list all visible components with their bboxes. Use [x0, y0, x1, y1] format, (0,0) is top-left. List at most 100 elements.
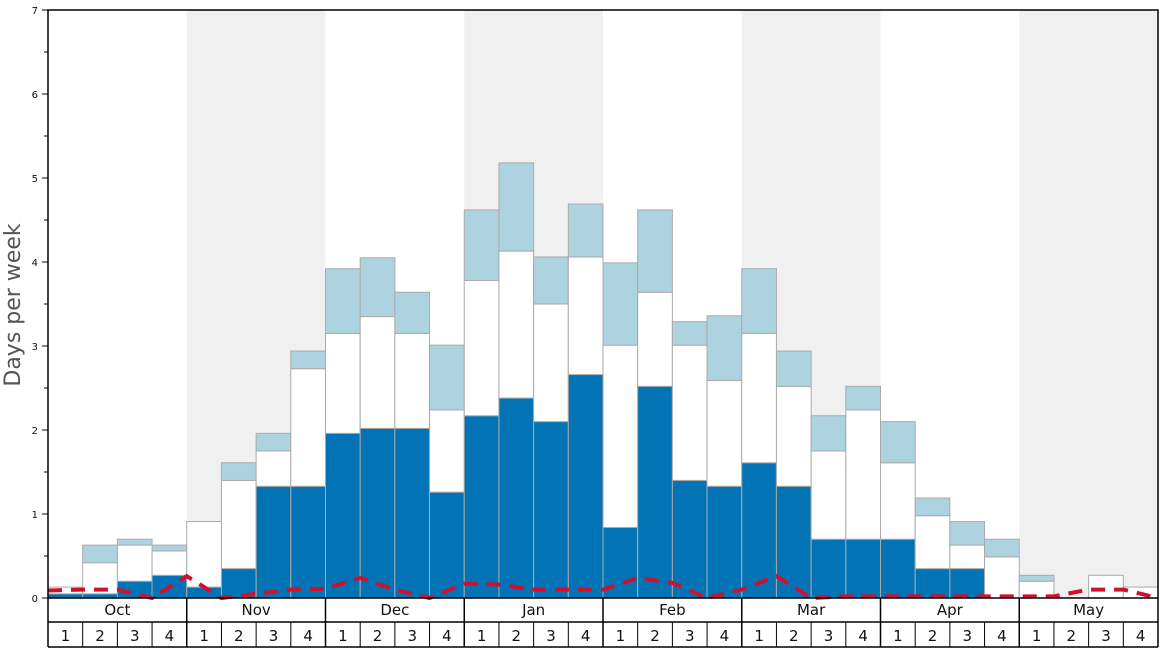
week-label-feb-3: 3 — [685, 627, 695, 645]
y-tick-label-1: 1 — [32, 510, 38, 521]
bar-segment-dark-14 — [498, 397, 535, 599]
week-label-may-3: 3 — [1101, 627, 1111, 645]
month-label-apr: Apr — [937, 601, 964, 619]
bar-segment-light-24 — [845, 385, 881, 411]
month-label-may: May — [1073, 601, 1104, 619]
week-label-oct-2: 2 — [95, 627, 105, 645]
bar-segment-dark-24 — [845, 538, 881, 599]
bar-segment-white-25 — [880, 462, 916, 540]
y-axis-label: Days per week — [1, 223, 26, 386]
week-label-apr-3: 3 — [962, 627, 972, 645]
bar-segment-light-15 — [533, 256, 569, 305]
bar-segment-white-24 — [845, 409, 881, 540]
month-label-dec: Dec — [380, 601, 409, 619]
bar-segment-white-20 — [706, 379, 743, 487]
week-label-mar-3: 3 — [824, 627, 834, 645]
bar-segment-white-13 — [463, 279, 500, 417]
bar-segment-white-8 — [290, 368, 326, 487]
bar-segment-dark-7 — [255, 485, 292, 599]
bar-segment-light-14 — [498, 162, 535, 252]
bar-segment-white-31 — [1088, 574, 1124, 599]
week-label-nov-1: 1 — [199, 627, 209, 645]
week-label-apr-2: 2 — [928, 627, 938, 645]
bar-segment-dark-10 — [359, 427, 396, 599]
bar-segment-light-17 — [602, 262, 639, 346]
dashed-line-layer — [47, 573, 1159, 601]
week-label-dec-3: 3 — [407, 627, 417, 645]
bar-segment-dark-19 — [671, 479, 708, 599]
month-label-mar: Mar — [797, 601, 826, 619]
month-label-feb: Feb — [659, 601, 686, 619]
bar-segment-light-21 — [741, 268, 777, 334]
week-label-mar-4: 4 — [858, 627, 868, 645]
bar-segment-white-21 — [741, 332, 777, 464]
bar-segment-dark-20 — [706, 485, 743, 599]
bar-segment-light-25 — [880, 421, 916, 464]
bar-segment-white-18 — [637, 291, 673, 387]
week-label-apr-4: 4 — [997, 627, 1007, 645]
week-label-jan-3: 3 — [546, 627, 556, 645]
week-label-oct-4: 4 — [165, 627, 175, 645]
week-label-feb-1: 1 — [616, 627, 626, 645]
x-axis-table: Oct 1 2 3 4 Nov 1 2 3 4 Dec 1 2 3 4 Jan 1 2 3 4 Feb 1 2 3 4 Mar 1 2… — [47, 598, 1159, 648]
bar-segment-light-27 — [949, 521, 986, 546]
bar-segment-light-22 — [775, 350, 812, 387]
bar-segment-white-28 — [984, 556, 1020, 599]
week-label-may-4: 4 — [1136, 627, 1146, 645]
bar-segment-white-3 — [116, 544, 153, 582]
bar-segment-light-10 — [359, 257, 396, 318]
bar-segment-dark-8 — [290, 485, 326, 599]
week-label-dec-4: 4 — [442, 627, 452, 645]
bar-segment-white-27 — [949, 544, 986, 570]
bar-stacks — [47, 162, 1159, 599]
bar-segment-light-13 — [463, 209, 500, 281]
month-label-nov: Nov — [241, 601, 270, 619]
week-label-nov-2: 2 — [234, 627, 244, 645]
bar-segment-white-15 — [533, 303, 569, 423]
y-tick-label-7: 7 — [32, 6, 38, 17]
week-label-jan-2: 2 — [512, 627, 522, 645]
bar-segment-white-17 — [602, 344, 639, 528]
bar-segment-light-29 — [1018, 574, 1055, 582]
bar-segment-light-7 — [255, 432, 292, 452]
week-label-feb-2: 2 — [650, 627, 660, 645]
month-band-may — [1019, 10, 1158, 598]
week-label-apr-1: 1 — [893, 627, 903, 645]
bar-segment-light-6 — [220, 462, 257, 481]
week-label-may-1: 1 — [1032, 627, 1042, 645]
bar-segment-light-9 — [325, 268, 361, 334]
bar-segment-light-2 — [82, 544, 118, 564]
bar-segment-dark-12 — [429, 491, 465, 599]
bar-segment-light-16 — [567, 203, 604, 258]
week-label-dec-2: 2 — [373, 627, 383, 645]
bar-segment-light-26 — [914, 497, 951, 517]
y-tick-label-3: 3 — [32, 342, 38, 353]
bar-segment-light-12 — [429, 344, 465, 411]
week-label-may-2: 2 — [1067, 627, 1077, 645]
bar-segment-white-12 — [429, 409, 465, 493]
bar-segment-dark-11 — [394, 427, 431, 599]
week-label-jan-1: 1 — [477, 627, 487, 645]
week-label-feb-4: 4 — [720, 627, 730, 645]
bar-segment-dark-9 — [325, 432, 361, 599]
bar-segment-dark-16 — [567, 374, 604, 599]
bar-segment-light-3 — [116, 538, 153, 546]
bar-segment-dark-27 — [949, 568, 986, 599]
bar-segment-white-7 — [255, 450, 292, 487]
y-tick-label-2: 2 — [32, 426, 38, 437]
bar-segment-dark-15 — [533, 421, 569, 599]
bar-segment-dark-18 — [637, 385, 673, 599]
week-label-jan-4: 4 — [581, 627, 591, 645]
bar-segment-white-19 — [671, 344, 708, 481]
bar-segment-white-16 — [567, 256, 604, 376]
week-label-mar-1: 1 — [754, 627, 764, 645]
week-label-oct-3: 3 — [130, 627, 140, 645]
bar-segment-white-23 — [810, 450, 847, 540]
week-label-mar-2: 2 — [789, 627, 799, 645]
bar-segment-white-4 — [151, 550, 188, 576]
bar-segment-light-8 — [290, 350, 326, 370]
month-label-jan: Jan — [521, 601, 545, 619]
bar-segment-dark-25 — [880, 538, 916, 599]
week-label-nov-3: 3 — [269, 627, 279, 645]
bar-segment-light-23 — [810, 415, 847, 452]
